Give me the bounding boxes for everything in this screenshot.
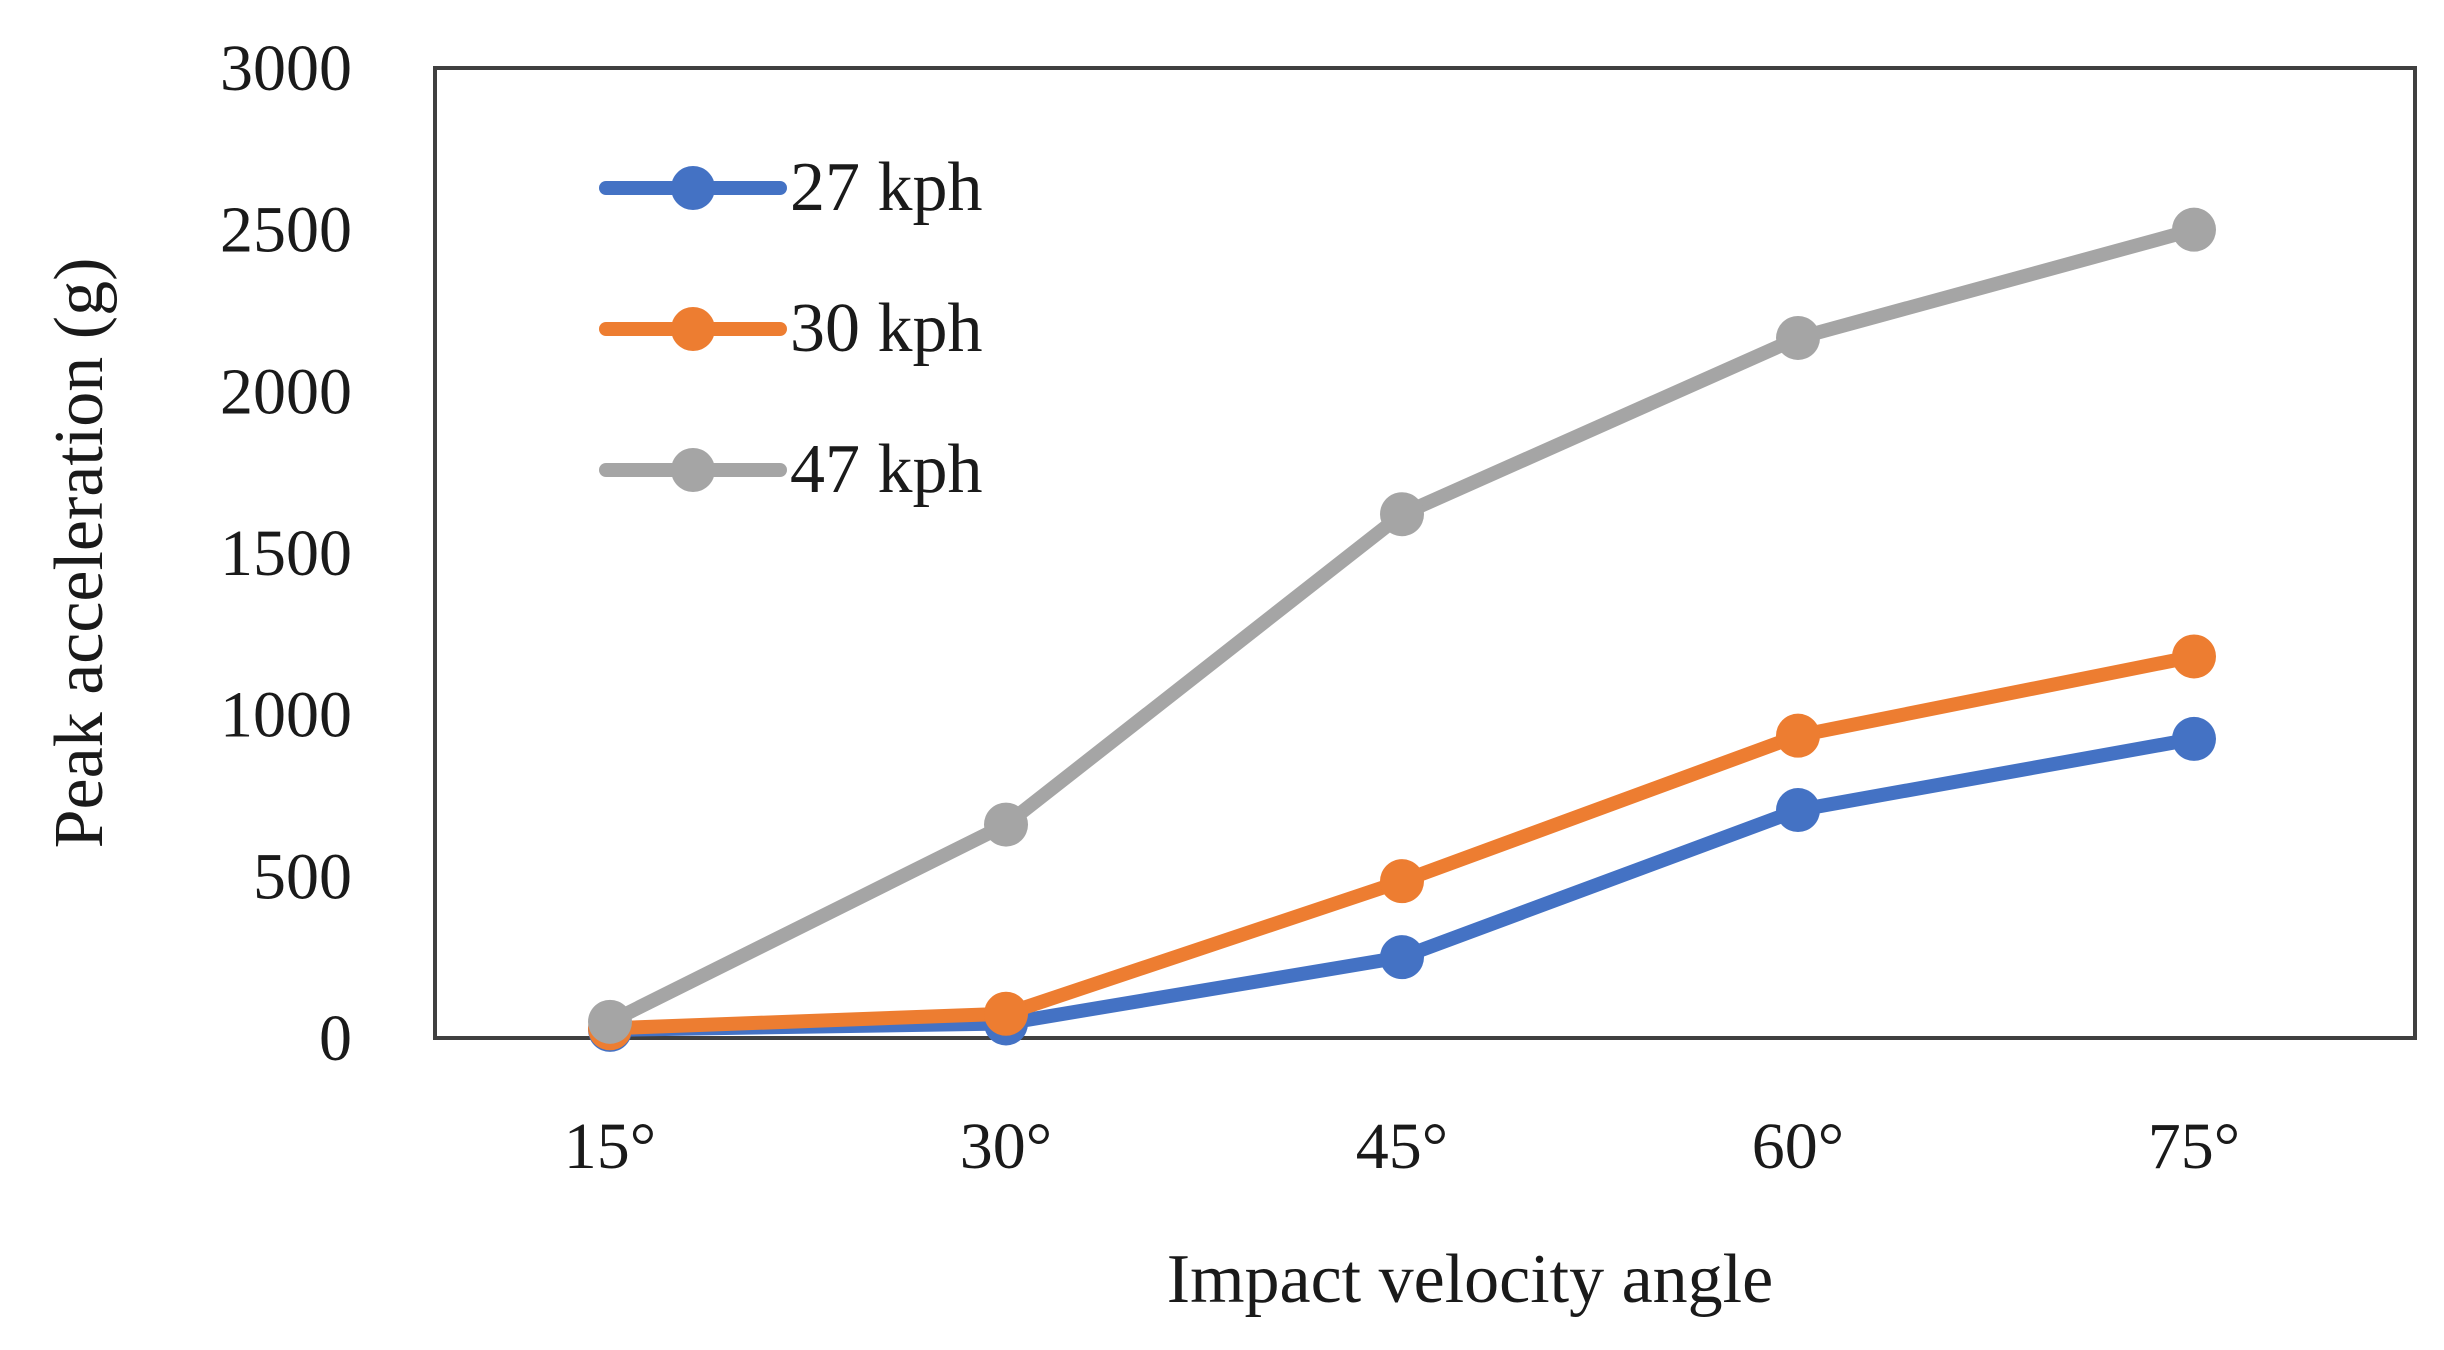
- data-point: [2172, 207, 2216, 252]
- y-tick-label: 2000: [220, 355, 352, 428]
- x-tick-label: 75°: [2148, 1110, 2240, 1183]
- y-tick-label: 0: [319, 1002, 352, 1075]
- legend-marker: [671, 448, 715, 492]
- legend-label: 30 kph: [790, 290, 983, 367]
- y-tick-label: 3000: [220, 32, 352, 105]
- x-axis-title: Impact velocity angle: [1167, 1241, 1773, 1318]
- y-tick-label: 1500: [220, 517, 352, 590]
- data-point: [984, 802, 1028, 847]
- y-axis-title: Peak acceleration (g): [41, 258, 118, 849]
- y-tick-label: 500: [253, 840, 352, 913]
- data-point: [1776, 713, 1820, 758]
- data-point: [984, 991, 1028, 1036]
- legend-label: 47 kph: [790, 431, 983, 508]
- legend-item: 30 kph: [599, 290, 983, 367]
- legend-item: 27 kph: [599, 149, 983, 226]
- y-tick-label: 1000: [220, 679, 352, 752]
- legend-marker: [671, 307, 715, 351]
- plot-area: [433, 66, 2417, 1040]
- data-point: [1776, 315, 1820, 360]
- series-layer: [588, 207, 2216, 1052]
- y-tick-label: 2500: [220, 194, 352, 267]
- data-point: [588, 999, 632, 1044]
- x-axis-ticks: 15° 30° 45° 60° 75°: [564, 1110, 2240, 1183]
- x-tick-label: 15°: [564, 1110, 656, 1183]
- data-point: [1380, 935, 1424, 980]
- data-point: [1380, 859, 1424, 904]
- legend-marker: [671, 166, 715, 210]
- legend-label: 27 kph: [790, 149, 983, 226]
- legend-item: 47 kph: [599, 431, 983, 508]
- y-axis-ticks: 0 500 1000 1500 2000 2500 3000: [220, 32, 352, 1075]
- x-tick-label: 30°: [960, 1110, 1052, 1183]
- legend: 27 kph 30 kph 47 kph: [599, 149, 983, 508]
- data-point: [1776, 788, 1820, 833]
- x-tick-label: 60°: [1752, 1110, 1844, 1183]
- data-point: [1380, 492, 1424, 537]
- data-point: [2172, 716, 2216, 761]
- data-point: [2172, 634, 2216, 679]
- series-2: [588, 207, 2216, 1044]
- x-tick-label: 45°: [1356, 1110, 1448, 1183]
